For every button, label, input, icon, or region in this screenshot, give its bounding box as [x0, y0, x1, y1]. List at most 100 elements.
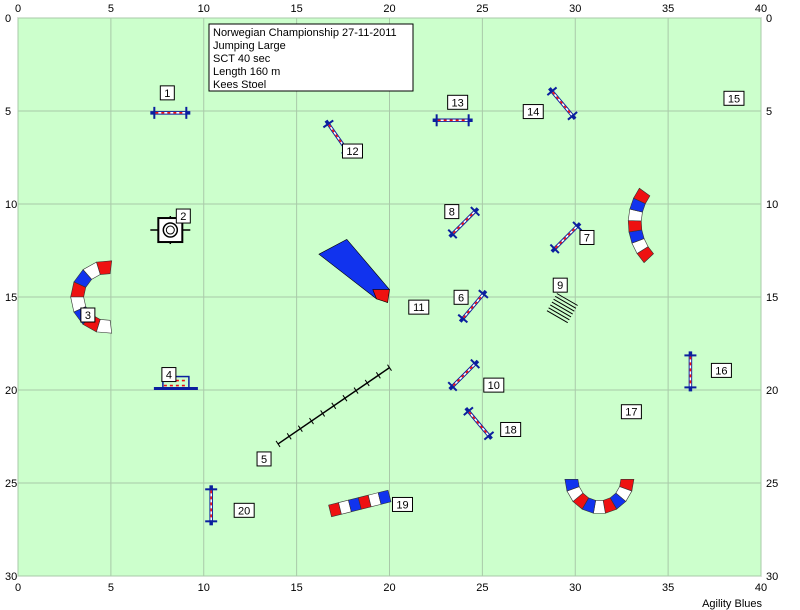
obstacle-number-13: 13 [447, 94, 469, 110]
number-text: 16 [715, 365, 727, 377]
number-box [80, 307, 96, 323]
obstacle-number-7: 7 [579, 229, 595, 245]
number-text: 9 [557, 280, 563, 292]
obstacle-number-14: 14 [522, 104, 544, 120]
number-text: 19 [396, 499, 408, 511]
number-box [159, 85, 175, 101]
y-tick-right: 20 [766, 385, 778, 397]
jump-wing [478, 289, 489, 299]
obstacle-number-20: 20 [233, 502, 255, 518]
weave-9 [546, 293, 578, 324]
tunnel-15 [627, 187, 654, 264]
obstacle-number-8: 8 [444, 204, 460, 220]
y-tick-left: 20 [5, 385, 17, 397]
table-ring [165, 225, 175, 235]
number-box [341, 143, 363, 159]
obstacle-number-15: 15 [723, 90, 745, 106]
number-box [483, 377, 505, 393]
number-box [579, 229, 595, 245]
number-text: 11 [413, 302, 424, 314]
weave-pole [546, 310, 568, 324]
number-box [522, 104, 544, 120]
dogwalk-slat [364, 379, 370, 387]
tunnel-segment [633, 187, 651, 204]
course-info-line: Length 160 m [213, 66, 280, 78]
tunnel-segment [377, 489, 392, 505]
number-box [233, 502, 255, 518]
obstacle-number-4: 4 [161, 367, 177, 383]
obstacle-number-18: 18 [500, 421, 522, 437]
number-text: 18 [505, 424, 517, 436]
weave-pole [556, 293, 578, 306]
obstacle-number-9: 9 [552, 277, 568, 293]
x-tick-bottom: 20 [383, 582, 395, 594]
number-text: 14 [527, 107, 539, 119]
number-box [620, 404, 642, 420]
obstacle-number-16: 16 [710, 362, 732, 378]
tunnel-17 [564, 478, 635, 514]
number-text: 20 [238, 505, 250, 517]
jump-18 [463, 406, 495, 441]
x-tick-top: 35 [662, 3, 674, 15]
weave-pole [554, 295, 577, 309]
tunnel-segment [564, 478, 580, 492]
x-tick-top: 40 [755, 3, 767, 15]
tunnel-segment [627, 220, 643, 233]
course-info-box: Norwegian Championship 27-11-2011 Jumpin… [208, 23, 414, 92]
number-text: 12 [346, 146, 358, 158]
x-tick-top: 20 [383, 3, 395, 15]
course-info-line: Kees Stoel [213, 79, 266, 91]
x-tick-top: 15 [291, 3, 303, 15]
x-tick-top: 5 [108, 3, 114, 15]
x-tick-bottom: 35 [662, 582, 674, 594]
obstacle-number-12: 12 [341, 143, 363, 159]
x-tick-top: 30 [569, 3, 581, 15]
jump-10 [447, 358, 481, 392]
number-text: 17 [625, 407, 637, 419]
y-tick-right: 10 [766, 199, 778, 211]
dogwalk-slat [297, 425, 303, 432]
y-tick-left: 15 [5, 292, 17, 304]
dogwalk-slat [275, 440, 281, 448]
dogwalk-slat [309, 417, 314, 425]
obstacle-number-6: 6 [453, 289, 469, 305]
dogwalk-5 [275, 364, 392, 448]
obstacle-number-11: 11 [408, 299, 430, 315]
y-tick-right: 0 [766, 13, 772, 25]
y-tick-left: 25 [5, 478, 17, 490]
obstacle-number-1: 1 [159, 85, 175, 101]
number-box [447, 94, 469, 110]
aframe-11 [318, 238, 390, 303]
y-tick-left: 5 [5, 106, 11, 118]
jump-13 [432, 114, 473, 127]
obstacle-number-19: 19 [391, 496, 413, 512]
y-tick-left: 0 [5, 13, 11, 25]
number-box [710, 362, 732, 378]
aframe-contact [372, 289, 390, 303]
jump-wing [572, 221, 583, 232]
footer-brand: Agility Blues [702, 598, 762, 610]
obstacle-number-3: 3 [80, 307, 96, 323]
number-box [408, 299, 430, 315]
jump-pole-stripes [452, 211, 475, 234]
number-text: 3 [85, 310, 91, 322]
jump-wing [546, 86, 558, 96]
weave-pole [548, 307, 570, 321]
weave-pole [550, 304, 572, 318]
number-box [723, 90, 745, 106]
x-tick-bottom: 10 [198, 582, 210, 594]
x-tick-bottom: 25 [476, 582, 488, 594]
weave-pole [551, 301, 573, 315]
jump-wing [470, 206, 481, 217]
y-tick-left: 10 [5, 199, 17, 211]
obstacle-number-2: 2 [175, 208, 191, 224]
dogwalk-slat [375, 372, 381, 379]
number-text: 15 [728, 93, 740, 105]
jump-wing [447, 228, 458, 239]
dogwalk-slat [342, 394, 348, 402]
jump-wing [567, 111, 578, 121]
jump-16 [684, 351, 697, 392]
number-text: 13 [452, 97, 464, 109]
